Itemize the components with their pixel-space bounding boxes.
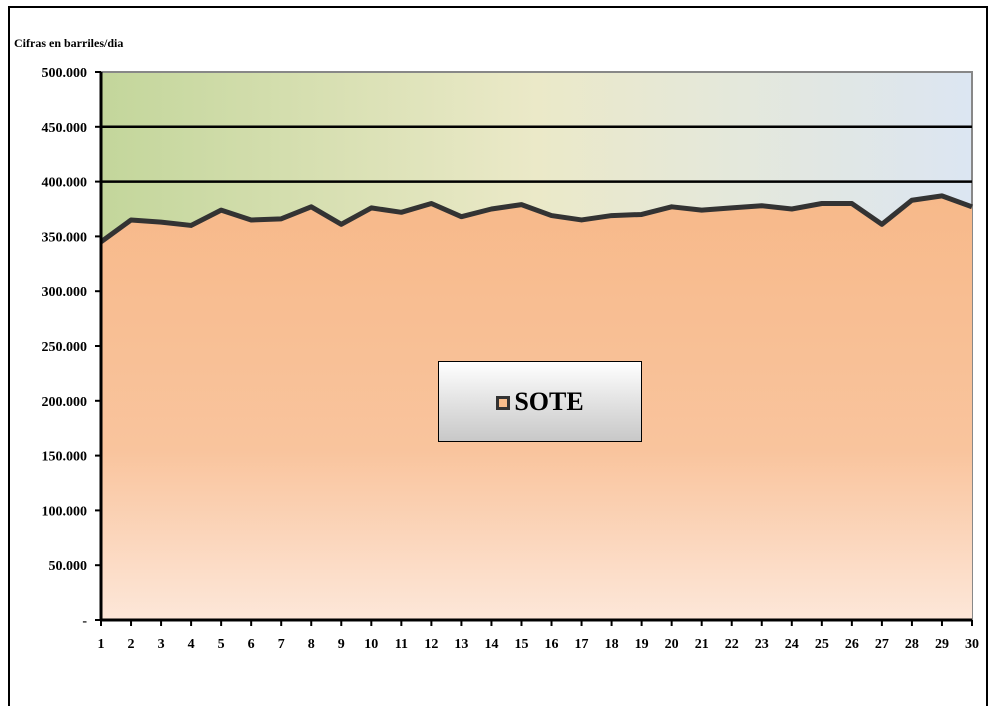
x-tick-label: 15: [514, 637, 528, 652]
x-tick-label: 27: [875, 637, 889, 652]
x-tick-label: 12: [424, 637, 438, 652]
y-tick-label: 350.000: [42, 230, 88, 245]
x-tick-label: 1: [98, 637, 105, 652]
x-tick-label: 21: [695, 637, 709, 652]
legend: SOTE: [438, 361, 642, 442]
x-tick-label: 5: [218, 637, 225, 652]
x-tick-label: 4: [188, 637, 195, 652]
x-tick-label: 29: [935, 637, 949, 652]
x-tick-label: 6: [248, 637, 255, 652]
x-tick-label: 14: [484, 637, 498, 652]
y-tick-label: 250.000: [42, 340, 88, 355]
x-tick-label: 17: [575, 637, 589, 652]
x-tick-label: 19: [635, 637, 649, 652]
y-tick-label: 300.000: [42, 285, 88, 300]
y-ticks: - 50.000 100.000 150.000 200.000 250.000 300.0…: [42, 66, 101, 629]
series-line-sote: [99, 193, 973, 244]
x-tick-label: 18: [605, 637, 619, 652]
gridlines: [101, 125, 972, 183]
x-tick-label: 8: [308, 637, 315, 652]
x-tick-label: 3: [158, 637, 165, 652]
x-tick-label: 23: [755, 637, 769, 652]
x-tick-label: 11: [395, 637, 408, 652]
x-tick-label: 26: [845, 637, 859, 652]
y-tick-label: 500.000: [42, 66, 88, 81]
x-tick-label: 16: [545, 637, 559, 652]
x-tick-label: 10: [364, 637, 378, 652]
y-tick-label: 150.000: [42, 450, 88, 465]
y-tick-label: 450.000: [42, 121, 88, 136]
x-tick-label: 24: [785, 637, 799, 652]
x-ticks: 1 2 3 4 5 6 7 8 9 10 11 12 13 14 15 16 17 18 19 20 21 22 23 24 2…: [98, 620, 979, 652]
x-tick-label: 20: [665, 637, 679, 652]
x-tick-label: 28: [905, 637, 919, 652]
x-tick-label: 30: [965, 637, 979, 652]
y-tick-label: 50.000: [49, 559, 88, 574]
x-tick-label: 22: [725, 637, 739, 652]
y-tick-label: 100.000: [42, 504, 88, 519]
x-tick-label: 13: [454, 637, 468, 652]
chart-frame: [8, 6, 988, 706]
legend-label: SOTE: [514, 386, 584, 416]
x-tick-label: 25: [815, 637, 829, 652]
x-tick-label: 9: [338, 637, 345, 652]
x-tick-label: 2: [128, 637, 135, 652]
y-tick-label: -: [82, 614, 87, 629]
y-tick-label: 400.000: [42, 176, 88, 191]
y-axis-label: Cifras en barriles/dia: [14, 36, 124, 50]
y-tick-label: 200.000: [42, 395, 88, 410]
legend-swatch: [496, 395, 511, 410]
x-tick-label: 7: [278, 637, 285, 652]
